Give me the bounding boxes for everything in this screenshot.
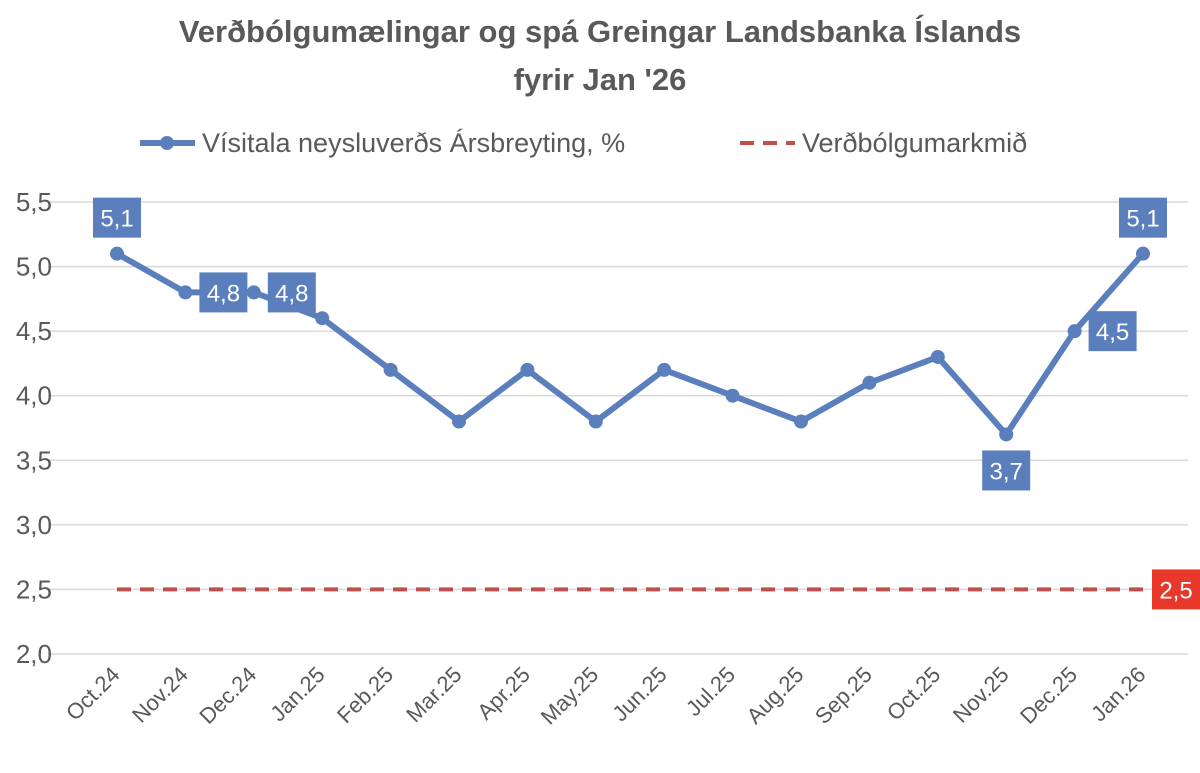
data-point xyxy=(1136,246,1150,261)
data-point xyxy=(657,362,672,377)
data-point xyxy=(520,362,535,377)
y-tick-label: 2,5 xyxy=(16,574,52,604)
y-tick-label: 3,5 xyxy=(16,445,52,475)
data-label-text: 2,5 xyxy=(1159,577,1192,604)
data-label: 4,8 xyxy=(199,272,248,313)
y-tick-label: 4,0 xyxy=(16,381,52,411)
data-point xyxy=(110,246,124,261)
x-tick-label: Nov.25 xyxy=(948,662,1014,728)
data-point xyxy=(588,414,603,429)
x-tick-label: Jul.25 xyxy=(681,662,740,721)
x-tick-label: Oct.25 xyxy=(882,662,946,726)
x-tick-label: Feb.25 xyxy=(332,662,398,728)
x-tick-label: Sep.25 xyxy=(810,662,877,729)
data-label-box xyxy=(982,450,1031,491)
data-point xyxy=(315,311,330,326)
data-point xyxy=(794,414,808,429)
y-axis-ticks: 2,0 2,5 3,0 3,5 4,0 4,5 5,0 5,5 xyxy=(16,187,52,669)
x-tick-label: Oct.24 xyxy=(61,662,125,726)
data-point xyxy=(1067,324,1082,339)
data-label: 4,5 xyxy=(1088,311,1137,352)
x-tick-label: Nov.24 xyxy=(127,662,193,728)
x-tick-label: Apr.25 xyxy=(472,662,535,725)
y-tick-label: 3,0 xyxy=(16,510,52,540)
x-tick-label: Jun.25 xyxy=(607,662,671,726)
data-label-box xyxy=(199,272,248,313)
gridlines xyxy=(48,201,1188,655)
data-label-box xyxy=(267,272,316,313)
chart-title-line-2: fyrir Jan '26 xyxy=(514,62,687,97)
data-point xyxy=(862,375,877,390)
data-label: 3,7 xyxy=(982,450,1031,491)
y-tick-label: 5,0 xyxy=(16,252,52,282)
data-point xyxy=(383,362,398,377)
series-layer xyxy=(110,246,1150,592)
y-tick-label: 5,5 xyxy=(16,187,52,217)
data-label-text: 4,8 xyxy=(207,280,240,307)
data-label-box xyxy=(1119,197,1167,238)
data-labels: 5,1 4,8 4,8 3,7 4,5 5,1 2,5 xyxy=(93,197,1200,610)
x-tick-label: May.25 xyxy=(536,662,604,730)
data-point xyxy=(246,285,261,300)
data-label-box xyxy=(93,197,141,238)
data-label: 4,8 xyxy=(267,272,316,313)
legend-label-target: Verðbólgumarkmið xyxy=(802,128,1027,158)
x-tick-label: Dec.24 xyxy=(194,662,261,729)
legend-marker-cpi xyxy=(160,136,174,150)
data-label-text: 3,7 xyxy=(990,458,1023,485)
x-tick-label: Jan.26 xyxy=(1086,662,1150,726)
data-point xyxy=(452,414,466,429)
data-point xyxy=(178,285,193,300)
data-point xyxy=(999,427,1014,442)
data-label-text: 4,5 xyxy=(1096,319,1129,346)
data-point xyxy=(725,388,740,403)
data-label-text: 5,1 xyxy=(100,206,133,233)
x-tick-label: Mar.25 xyxy=(401,662,466,727)
y-tick-label: 4,5 xyxy=(16,316,52,346)
y-tick-label: 2,0 xyxy=(16,639,52,669)
data-label: 5,1 xyxy=(93,197,141,238)
data-label-box xyxy=(1152,569,1200,610)
data-label-box xyxy=(1088,311,1137,352)
data-label-text: 5,1 xyxy=(1126,206,1159,233)
chart-title-line-1: Verðbólgumælingar og spá Greingar Landsb… xyxy=(179,14,1021,49)
data-label: 2,5 xyxy=(1152,569,1200,610)
data-point xyxy=(930,349,945,364)
data-label: 5,1 xyxy=(1119,197,1167,238)
x-tick-label: Dec.25 xyxy=(1015,662,1082,729)
x-tick-label: Aug.25 xyxy=(742,662,809,729)
data-label-text: 4,8 xyxy=(275,280,308,307)
legend: Vísitala neysluverðs Ársbreyting, % Verð… xyxy=(140,128,1027,158)
x-tick-label: Jan.25 xyxy=(265,662,329,726)
legend-label-cpi: Vísitala neysluverðs Ársbreyting, % xyxy=(202,128,625,158)
x-axis-ticks: Oct.24 Nov.24 Dec.24 Jan.25 Feb.25 Mar.25 Apr.… xyxy=(61,662,1151,730)
